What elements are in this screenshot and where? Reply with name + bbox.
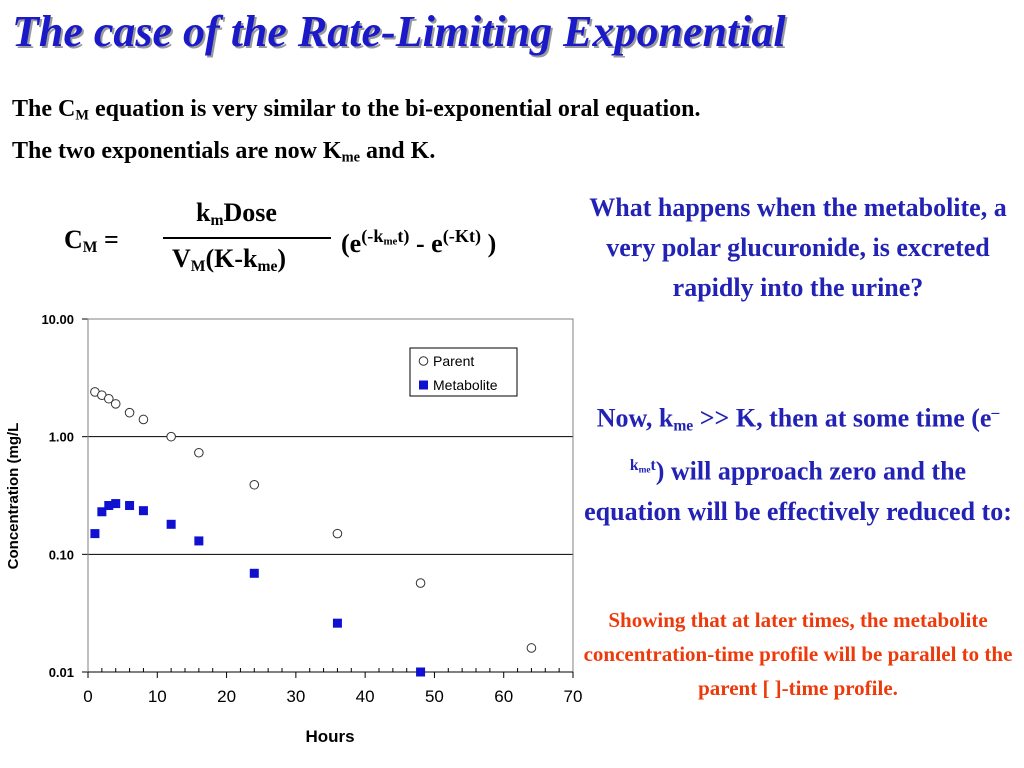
equation-paren-close: ) — [481, 229, 497, 258]
equation-numerator-dose: Dose — [223, 198, 277, 227]
explanation-middle: >> K, then at some time (e — [693, 403, 992, 433]
explanation-exponent-subscript: me — [638, 465, 651, 476]
parent-point — [166, 431, 176, 442]
y-tick-label: 1.00 — [49, 430, 74, 445]
parent-point — [138, 414, 149, 425]
equation-denominator-subscript-me: me — [257, 257, 278, 275]
metabolite-point — [332, 618, 342, 628]
parent-point — [124, 407, 135, 418]
legend-label: Metabolite — [433, 377, 498, 393]
parent-point — [415, 578, 426, 588]
slide-title: The case of the Rate-Limiting Exponentia… — [12, 7, 786, 56]
intro-line-1-end: equation is very similar to the bi-expon… — [88, 96, 701, 122]
explanation-exponent-end: t — [650, 457, 656, 475]
x-tick-label: 40 — [356, 687, 375, 706]
metabolite-point — [111, 499, 121, 509]
metabolite-point — [97, 507, 107, 517]
parent-point — [249, 479, 260, 490]
intro-line-1: The CM equation is very similar to the b… — [12, 96, 701, 125]
metabolite-point — [90, 529, 100, 539]
equation-numerator-subscript: m — [210, 211, 224, 229]
intro-line-1-start: The C — [12, 96, 76, 122]
legend-marker-metabolite — [419, 380, 428, 390]
parent-point — [103, 393, 114, 404]
metabolite-point — [194, 536, 204, 546]
equation-numerator-k: k — [196, 198, 211, 227]
x-tick-label: 60 — [494, 687, 513, 706]
metabolite-point — [249, 568, 259, 578]
metabolite-point — [138, 506, 148, 516]
x-tick-label: 10 — [148, 687, 167, 706]
metabolite-point — [125, 501, 135, 511]
x-tick-label: 30 — [286, 687, 305, 706]
equation-lhs: CM = — [64, 225, 119, 257]
x-tick-label: 70 — [564, 687, 583, 706]
legend-marker-parent — [418, 356, 429, 366]
equation-fraction-bar — [163, 237, 331, 239]
equation-exponentials: (e(-kmet) - e(-Kt) ) — [341, 226, 496, 259]
intro-line-2-start: The two exponentials are now K — [12, 138, 342, 164]
legend-label: Parent — [433, 353, 474, 369]
equation-lhs-subscript: M — [82, 238, 98, 256]
x-tick-label: 50 — [425, 687, 444, 706]
equation-numerator: kmDose — [196, 198, 277, 230]
parent-point — [194, 447, 204, 458]
equation-lhs-symbol: C — [64, 225, 83, 254]
question-text: What happens when the metabolite, a very… — [589, 193, 1007, 302]
equation-exponent-2: (-Kt) — [442, 226, 482, 246]
chart-plot: 10.00 1.00 0.10 0.01 0 10 20 30 40 50 60 70 Parent Me… — [41, 312, 582, 706]
equation-denominator-close: ) — [277, 244, 287, 273]
intro-line-1-subscript: M — [75, 107, 89, 124]
metabolite-point — [416, 667, 426, 677]
explanation-exponent: –kmet — [629, 404, 1000, 476]
explanation-end: ) will approach zero and the equation wi… — [584, 456, 1012, 526]
chart-ylabel: Concentration (mg/L — [5, 423, 22, 570]
explanation-text: Now, kme >> K, then at some time (e–kmet… — [583, 393, 1013, 532]
equation-paren-open: (e — [341, 229, 362, 258]
y-tick-label: 0.10 — [49, 547, 74, 562]
y-tick-label: 10.00 — [41, 312, 74, 327]
parent-point — [332, 528, 343, 539]
parent-point — [110, 399, 121, 409]
concentration-time-chart: Concentration (mg/L Hours 10.00 1.00 0.10 0… — [5, 312, 582, 746]
equation-exponent-1: (-kmet) — [361, 226, 410, 248]
x-tick-label: 0 — [83, 687, 92, 706]
equation-denominator-open: (K-k — [205, 244, 258, 273]
intro-line-2: The two exponentials are now Kme and K. — [12, 138, 435, 167]
intro-line-2-subscript: me — [341, 149, 360, 166]
equation-exponent-1-start: (-k — [361, 226, 384, 246]
x-tick-label: 20 — [217, 687, 236, 706]
equation-exponent-1-end: t) — [397, 226, 410, 246]
parent-point — [526, 643, 537, 653]
intro-line-2-end: and K. — [359, 138, 436, 164]
metabolite-point — [104, 501, 114, 511]
equation-exponent-1-subscript: me — [383, 235, 398, 248]
explanation-subscript: me — [673, 417, 694, 435]
chart-xlabel: Hours — [305, 727, 354, 746]
equation-denominator-subscript-m: M — [190, 257, 206, 275]
y-tick-label: 0.01 — [49, 665, 74, 680]
equation-denominator-v: V — [172, 244, 191, 273]
conclusion-text: Showing that at later times, the metabol… — [583, 608, 1013, 700]
equation-minus: - e — [409, 229, 443, 258]
explanation-exponent-start: –k — [629, 404, 1000, 475]
equation-equals: = — [97, 225, 119, 254]
explanation-start: Now, k — [596, 403, 674, 433]
metabolite-point — [166, 519, 176, 529]
equation-denominator: VM(K-kme) — [172, 244, 286, 276]
